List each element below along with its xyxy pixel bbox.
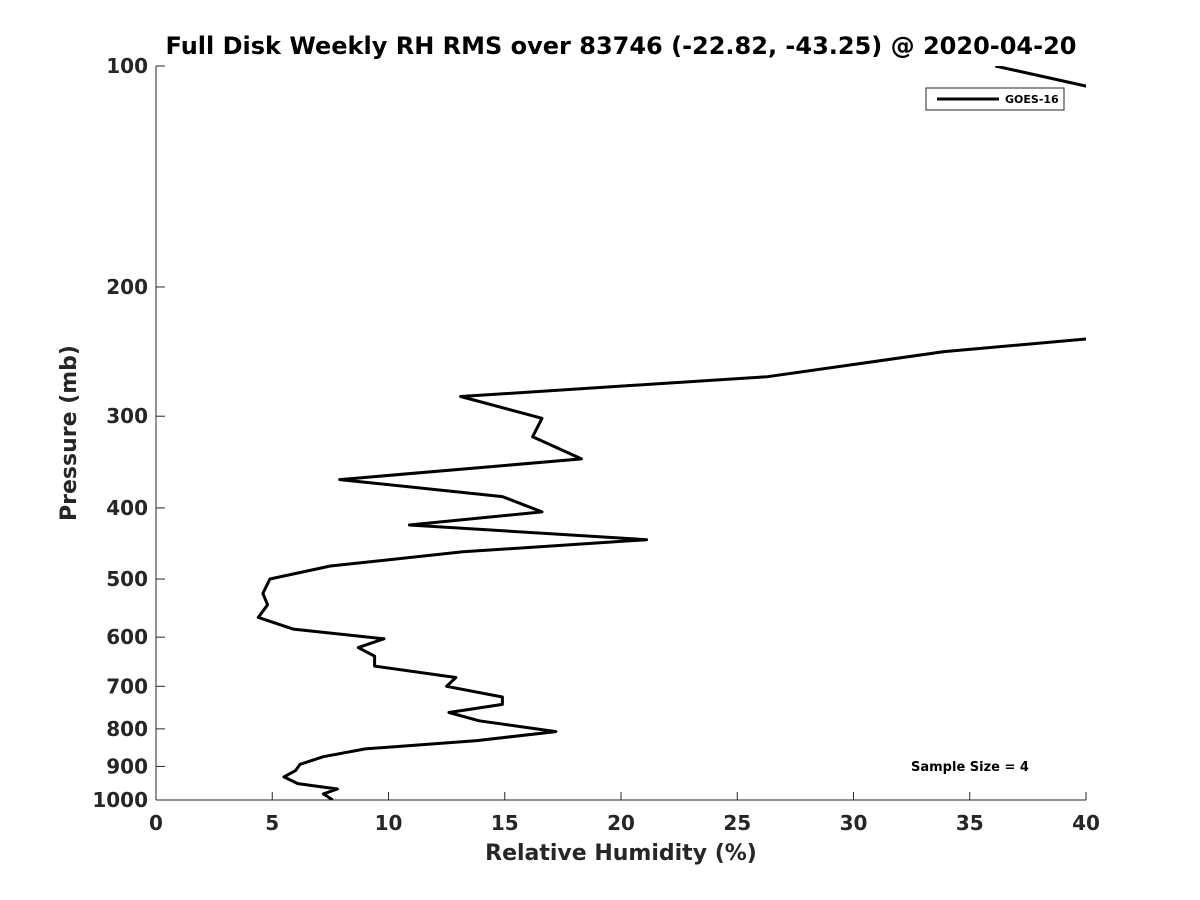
x-tick-label: 5 bbox=[265, 811, 279, 835]
x-tick-label: 40 bbox=[1072, 811, 1100, 835]
x-tick-label: 20 bbox=[607, 811, 635, 835]
x-tick-label: 35 bbox=[956, 811, 984, 835]
y-tick-label: 300 bbox=[106, 404, 148, 428]
y-tick-label: 100 bbox=[106, 54, 148, 78]
y-tick-label: 400 bbox=[106, 496, 148, 520]
x-axis-ticks: 0 5 10 15 20 25 30 35 40 bbox=[149, 792, 1100, 835]
x-tick-label: 10 bbox=[375, 811, 403, 835]
x-tick-label: 0 bbox=[149, 811, 163, 835]
y-tick-label: 700 bbox=[106, 674, 148, 698]
sample-size-annotation: Sample Size = 4 bbox=[911, 760, 1029, 775]
y-axis-ticks: 100 200 300 400 500 600 700 800 900 1000 bbox=[92, 54, 165, 812]
x-tick-label: 30 bbox=[840, 811, 868, 835]
chart-title: Full Disk Weekly RH RMS over 83746 (-22.… bbox=[166, 32, 1077, 60]
legend: GOES-16 bbox=[925, 87, 1065, 111]
x-tick-label: 25 bbox=[723, 811, 751, 835]
x-tick-label: 15 bbox=[491, 811, 519, 835]
y-tick-label: 500 bbox=[106, 567, 148, 591]
plot-area bbox=[156, 66, 1086, 800]
y-axis-title: Pressure (mb) bbox=[57, 345, 82, 521]
y-tick-label: 200 bbox=[106, 275, 148, 299]
y-tick-label: 1000 bbox=[92, 788, 148, 812]
legend-label-goes-16: GOES-16 bbox=[1005, 93, 1059, 106]
y-tick-label: 800 bbox=[106, 717, 148, 741]
x-axis-title: Relative Humidity (%) bbox=[485, 841, 757, 866]
series-layer bbox=[256, 66, 1086, 800]
series-line-goes-16 bbox=[256, 66, 1086, 800]
y-tick-label: 600 bbox=[106, 625, 148, 649]
y-tick-label: 900 bbox=[106, 754, 148, 778]
